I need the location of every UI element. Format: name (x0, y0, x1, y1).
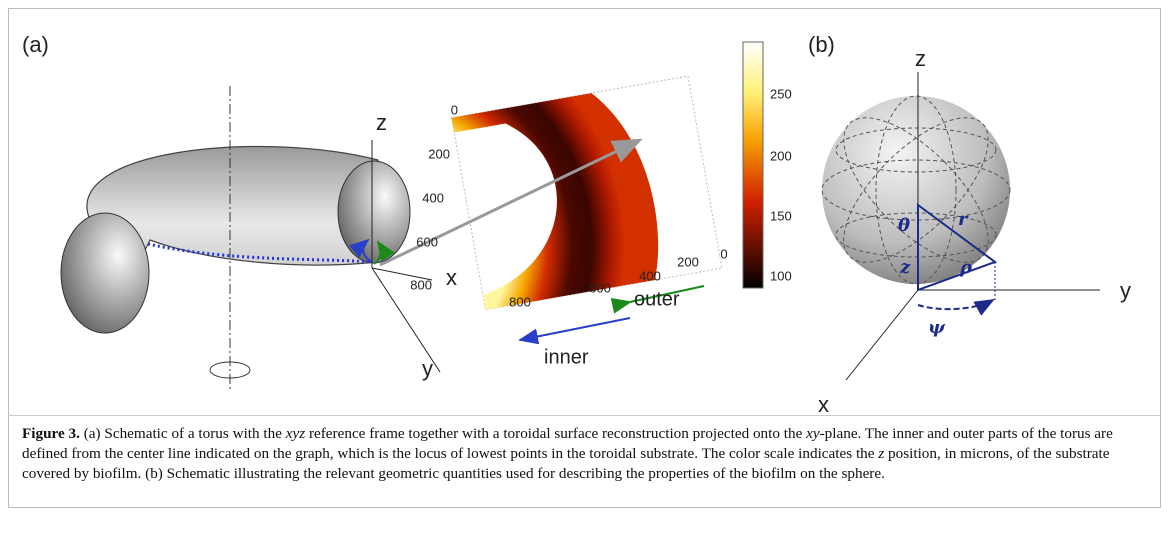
tick-label: 400 (422, 190, 444, 205)
tick-label: 400 (639, 268, 661, 283)
colorbar-tick-label: 150 (770, 208, 792, 223)
inner-label: inner (544, 346, 589, 368)
symbol: θ (898, 215, 910, 236)
tick-label: 600 (589, 280, 611, 295)
axis-label: x (446, 265, 457, 290)
axis-y (371, 267, 441, 373)
tick-label: 0 (451, 102, 458, 117)
center-line (147, 242, 373, 264)
axis-label: z (915, 46, 926, 71)
tick-label: 600 (416, 234, 438, 249)
psi-arc (917, 299, 995, 316)
caption: Figure 3. (a) Schematic of a torus with … (22, 424, 1147, 484)
axis-label: z (376, 110, 387, 135)
caption-italic: xy (806, 425, 820, 442)
symbol: ρ (959, 257, 973, 278)
divider (8, 415, 1161, 416)
tick-label: 800 (410, 277, 432, 292)
colorbar-tick-label: 200 (770, 148, 792, 163)
caption-text: -plane. The inner and outer parts of the… (22, 425, 1113, 462)
inner-arrow (518, 317, 631, 345)
symbol: z (899, 257, 911, 278)
geometry-triangle (917, 203, 998, 292)
panel-label: (a) (22, 32, 49, 57)
sphere (822, 96, 1010, 284)
heatmap-surface (451, 93, 659, 310)
rotation-symbol (209, 361, 251, 379)
inner-arrow-small (349, 238, 373, 263)
symbol: ψ (928, 317, 946, 338)
axis-x (371, 267, 433, 281)
symbol: r (958, 209, 969, 230)
sphere-grid (821, 95, 1011, 285)
outer-arrow-small (373, 240, 395, 265)
axis-label: y (1120, 278, 1131, 303)
tick-label: 200 (428, 146, 450, 161)
colorbar-tick-label: 100 (770, 268, 792, 283)
figure: (a) z x y 0 200 400 600 800 800 600 400 … (22, 32, 1131, 415)
caption-text: position, in microns, of the substrate c… (22, 445, 1110, 482)
panel-label: (b) (808, 32, 835, 57)
figure-frame (8, 8, 1161, 508)
axis-x (845, 289, 919, 381)
caption-italic: z (878, 445, 885, 462)
caption-label: Figure 3. (22, 425, 80, 442)
outer-label: outer (634, 288, 680, 310)
caption-text: reference frame together with a toroidal… (305, 425, 807, 442)
caption-text: (a) Schematic of a torus with the (79, 425, 286, 442)
torus-left-cap (60, 212, 150, 334)
axis-label: y (422, 356, 433, 381)
torus-right-cap (337, 160, 411, 264)
tick-label: 200 (677, 254, 699, 269)
tick-label: 0 (720, 246, 727, 261)
axis-label: x (818, 392, 829, 415)
projection-arrow (379, 138, 643, 267)
colorbar (742, 41, 764, 289)
tick-label: 800 (509, 294, 531, 309)
outer-arrow (610, 285, 705, 314)
heatmap (451, 75, 723, 311)
colorbar-tick-label: 250 (770, 86, 792, 101)
caption-italic: xyz (285, 425, 306, 442)
